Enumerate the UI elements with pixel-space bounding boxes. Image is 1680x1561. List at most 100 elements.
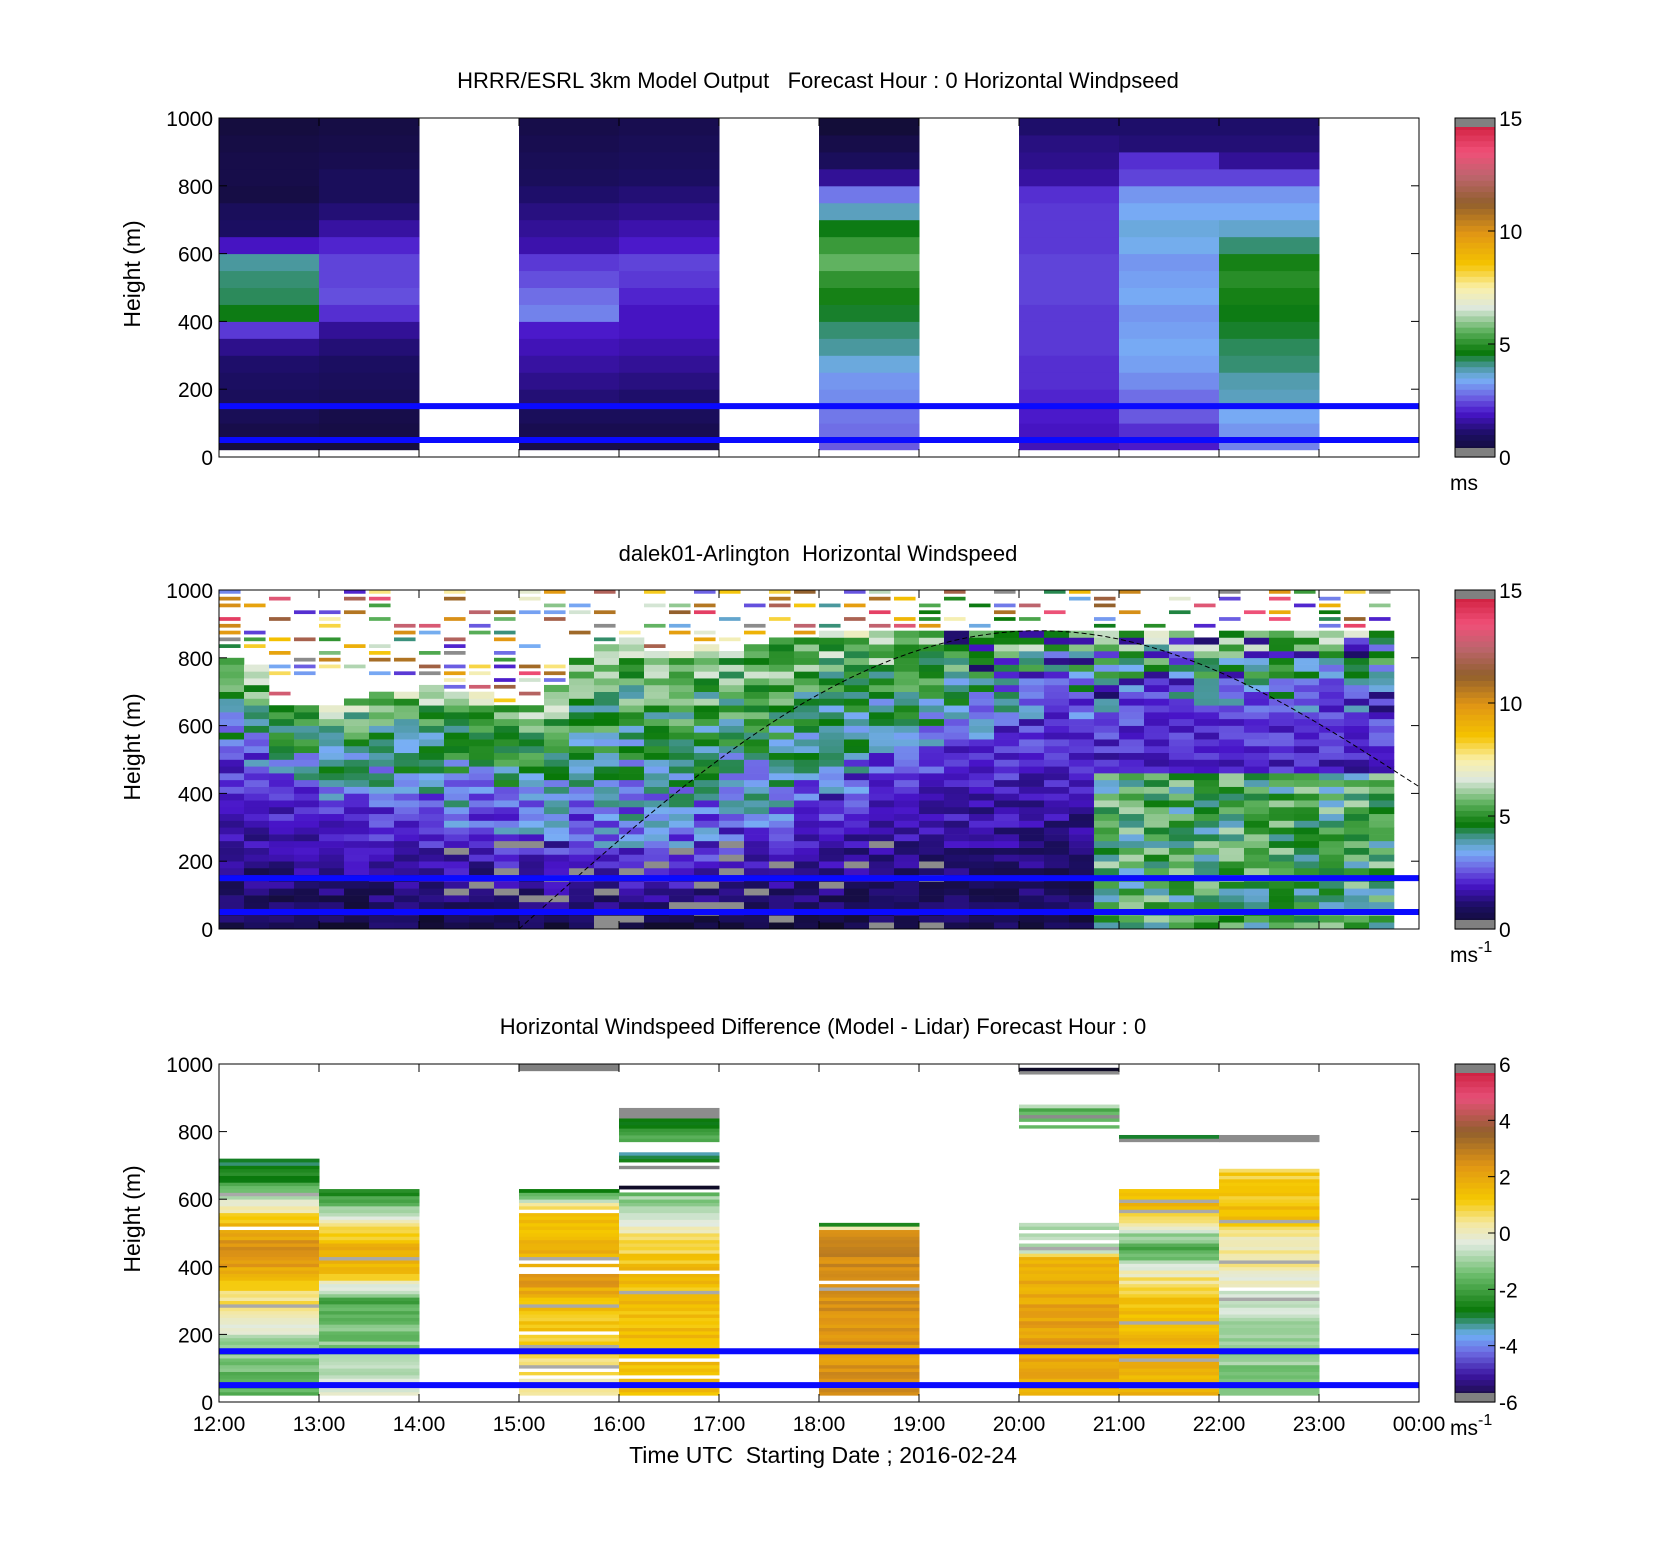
heatmap-cell (1044, 657, 1070, 665)
heatmap-cell (969, 705, 995, 713)
heatmap-cell (1344, 664, 1370, 672)
heatmap-cell (969, 752, 995, 760)
heatmap-cell (919, 766, 945, 774)
heatmap-cell (819, 1239, 920, 1244)
heatmap-cell (1094, 752, 1120, 760)
heatmap-cell (1019, 712, 1045, 720)
heatmap-cell (569, 610, 591, 615)
heatmap-cell (644, 759, 670, 767)
heatmap-cell (644, 732, 670, 740)
heatmap-cell (1169, 800, 1195, 808)
heatmap-cell (1144, 840, 1170, 848)
heatmap-cell (544, 800, 570, 808)
heatmap-cell (1369, 617, 1391, 621)
heatmap-cell (819, 922, 845, 930)
heatmap-cell (519, 1297, 620, 1301)
heatmap-cell (544, 813, 570, 821)
heatmap-cell (994, 745, 1020, 754)
heatmap-cell (219, 1162, 320, 1166)
heatmap-cell (619, 766, 645, 774)
heatmap-cell (1119, 219, 1220, 238)
heatmap-cell (869, 664, 895, 672)
heatmap-cell (969, 691, 995, 699)
heatmap-cell (869, 610, 891, 615)
heatmap-cell (319, 793, 345, 801)
heatmap-cell (269, 745, 295, 754)
heatmap-cell (1344, 888, 1370, 896)
heatmap-cell (419, 888, 445, 896)
heatmap-cell (619, 321, 720, 339)
heatmap-cell (219, 1205, 320, 1210)
heatmap-cell (944, 590, 966, 594)
heatmap-cell (369, 590, 391, 594)
heatmap-cell (219, 1331, 320, 1335)
colorbar-tick-label: -6 (1499, 1392, 1518, 1415)
heatmap-cell (519, 406, 620, 424)
heatmap-cell (794, 603, 816, 608)
heatmap-cell (219, 861, 245, 869)
heatmap-cell (744, 705, 770, 713)
heatmap-cell (219, 766, 245, 774)
heatmap-cell (694, 881, 720, 889)
heatmap-cell (869, 861, 895, 869)
heatmap-cell (219, 1374, 320, 1379)
heatmap-cell (319, 745, 345, 754)
heatmap-cell (1294, 834, 1320, 842)
heatmap-cell (1294, 745, 1320, 754)
heatmap-cell (1094, 630, 1120, 638)
heatmap-cell (1344, 732, 1370, 740)
heatmap-cell (819, 1243, 920, 1247)
heatmap-cell (444, 922, 470, 930)
heatmap-cell (344, 806, 370, 815)
heatmap-cell (1169, 610, 1191, 615)
heatmap-cell (1019, 1371, 1120, 1376)
heatmap-cell (1094, 800, 1120, 808)
heatmap-cell (419, 922, 445, 930)
heatmap-cell (1294, 922, 1320, 930)
panel-difference: Horizontal Windspeed Difference (Model -… (119, 1014, 1518, 1468)
heatmap-cell (544, 617, 566, 621)
heatmap-cell (1344, 657, 1370, 665)
heatmap-cell (394, 854, 420, 862)
heatmap-cell (219, 1212, 320, 1217)
heatmap-cell (494, 705, 520, 713)
heatmap-cell (519, 881, 545, 889)
colorbar-tick-label: -4 (1499, 1336, 1518, 1359)
heatmap-cell (694, 834, 720, 842)
heatmap-cell (619, 1364, 720, 1369)
heatmap-cell (894, 657, 920, 665)
heatmap-cell (1219, 1216, 1320, 1220)
heatmap-cell (1119, 705, 1145, 713)
heatmap-cell (744, 786, 770, 794)
heatmap-cell (1119, 1354, 1220, 1359)
heatmap-cell (794, 739, 820, 747)
heatmap-cell (219, 867, 245, 876)
heatmap-cell (519, 134, 620, 153)
heatmap-cell (919, 820, 945, 828)
heatmap-cell (394, 806, 420, 815)
heatmap-cell (1019, 202, 1120, 221)
heatmap-cell (344, 895, 370, 903)
heatmap-cell (444, 881, 470, 889)
heatmap-cell (644, 739, 670, 747)
heatmap-cell (1294, 671, 1320, 679)
heatmap-cell (294, 745, 320, 754)
heatmap-cell (519, 1260, 620, 1264)
heatmap-cell (1219, 820, 1245, 828)
heatmap-cell (519, 1368, 620, 1372)
heatmap-cell (844, 590, 866, 594)
heatmap-cell (819, 1334, 920, 1339)
heatmap-cell (1044, 705, 1070, 713)
heatmap-cell (269, 840, 295, 848)
heatmap-cell (419, 867, 445, 876)
heatmap-cell (1244, 806, 1270, 815)
heatmap-cell (444, 678, 466, 682)
heatmap-cell (319, 1341, 420, 1345)
heatmap-cell (569, 759, 595, 767)
heatmap-cell (894, 698, 920, 706)
heatmap-cell (819, 603, 841, 608)
heatmap-cell (1294, 718, 1320, 726)
heatmap-cell (819, 1300, 920, 1305)
heatmap-cell (219, 827, 245, 835)
heatmap-cell (1144, 705, 1170, 713)
